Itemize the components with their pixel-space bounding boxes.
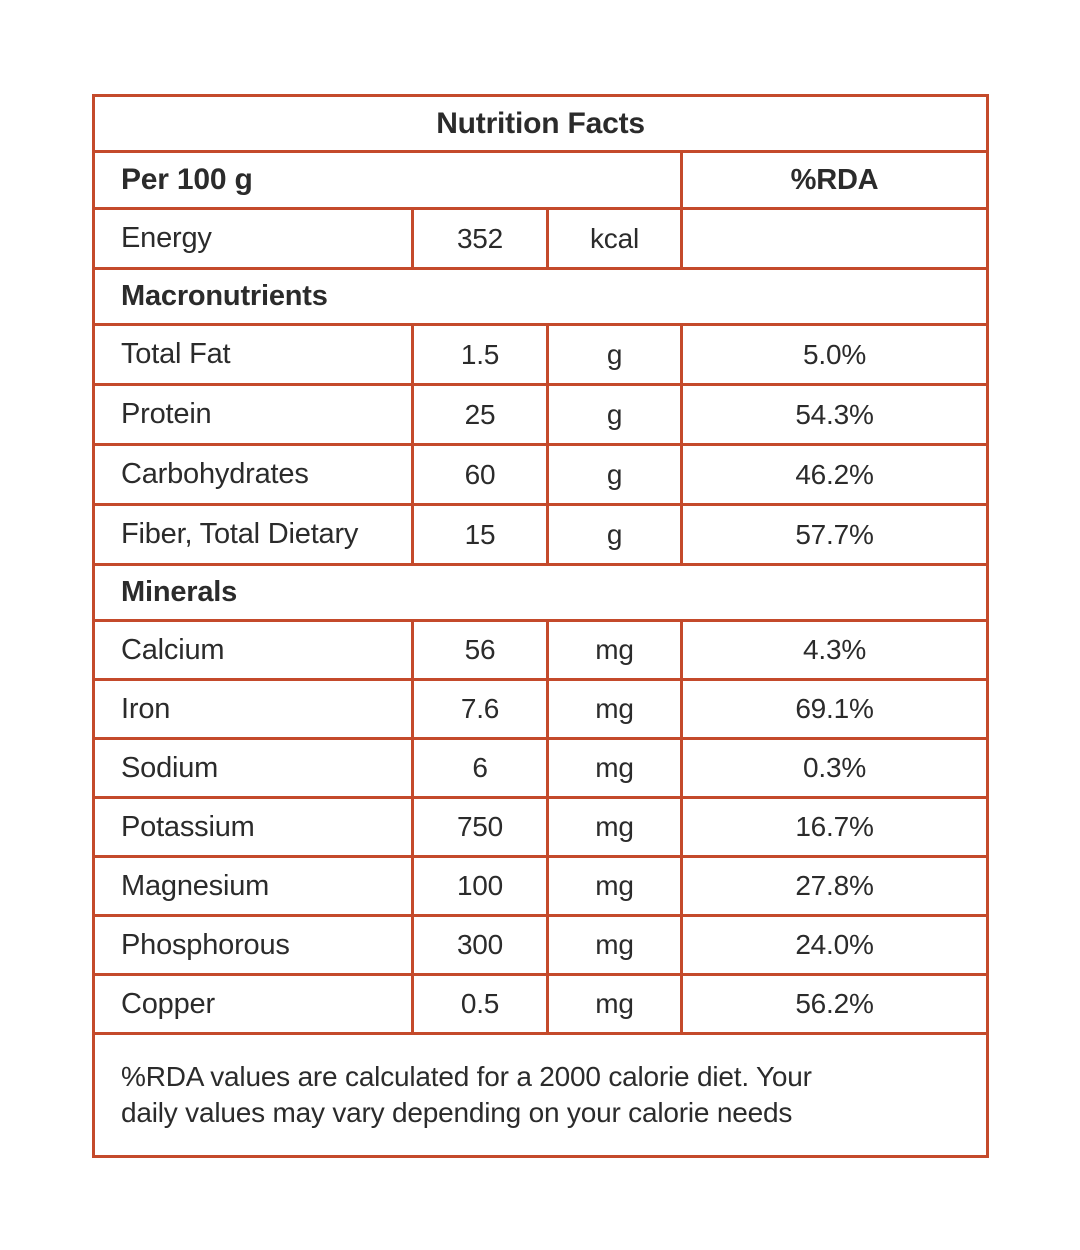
nutrient-name: Carbohydrates bbox=[92, 443, 414, 506]
nutrient-rda: 0.3% bbox=[679, 737, 990, 799]
nutrient-name: Phosphorous bbox=[92, 914, 414, 976]
nutrient-name: Copper bbox=[92, 973, 414, 1035]
title-row: Nutrition Facts bbox=[91, 94, 990, 153]
nutrient-name: Potassium bbox=[92, 796, 414, 858]
nutrient-value: 60 bbox=[411, 443, 549, 506]
row-fiber: Fiber, Total Dietary 15 g 57.7% bbox=[92, 503, 990, 566]
nutrient-value: 56 bbox=[411, 619, 549, 681]
nutrient-rda: 56.2% bbox=[679, 973, 990, 1035]
nutrient-value: 7.6 bbox=[411, 678, 549, 740]
footnote-row: %RDA values are calculated for a 2000 ca… bbox=[91, 1032, 990, 1158]
row-carbohydrates: Carbohydrates 60 g 46.2% bbox=[92, 443, 990, 506]
section-label: Macronutrients bbox=[91, 267, 990, 326]
nutrient-rda: 69.1% bbox=[679, 678, 990, 740]
rda-header: %RDA bbox=[679, 150, 990, 210]
nutrient-value: 300 bbox=[411, 914, 549, 976]
row-potassium: Potassium 750 mg 16.7% bbox=[92, 796, 990, 858]
section-header-macronutrients: Macronutrients bbox=[91, 267, 990, 326]
nutrient-value: 25 bbox=[411, 383, 549, 446]
row-sodium: Sodium 6 mg 0.3% bbox=[92, 737, 990, 799]
row-magnesium: Magnesium 100 mg 27.8% bbox=[92, 855, 990, 917]
nutrient-value: 15 bbox=[411, 503, 549, 566]
row-iron: Iron 7.6 mg 69.1% bbox=[92, 678, 990, 740]
nutrient-rda: 5.0% bbox=[679, 323, 990, 386]
nutrient-unit: kcal bbox=[546, 207, 683, 270]
nutrient-rda: 54.3% bbox=[679, 383, 990, 446]
table-title: Nutrition Facts bbox=[91, 94, 990, 153]
nutrient-value: 100 bbox=[411, 855, 549, 917]
row-calcium: Calcium 56 mg 4.3% bbox=[92, 619, 990, 681]
row-total-fat: Total Fat 1.5 g 5.0% bbox=[92, 323, 990, 386]
nutrient-name: Magnesium bbox=[92, 855, 414, 917]
nutrient-unit: mg bbox=[546, 855, 683, 917]
nutrient-value: 1.5 bbox=[411, 323, 549, 386]
nutrient-rda bbox=[679, 207, 990, 270]
nutrient-name: Total Fat bbox=[92, 323, 414, 386]
nutrient-rda: 57.7% bbox=[679, 503, 990, 566]
nutrient-unit: g bbox=[546, 443, 683, 506]
nutrient-name: Energy bbox=[92, 207, 414, 270]
rda-footnote: %RDA values are calculated for a 2000 ca… bbox=[91, 1032, 990, 1158]
nutrient-rda: 16.7% bbox=[679, 796, 990, 858]
section-header-minerals: Minerals bbox=[91, 563, 990, 622]
nutrition-facts-table: Nutrition Facts Per 100 g %RDA Energy 35… bbox=[91, 94, 990, 1158]
nutrient-unit: mg bbox=[546, 737, 683, 799]
rda-footnote-line2: daily values may vary depending on your … bbox=[121, 1097, 793, 1128]
nutrient-unit: g bbox=[546, 323, 683, 386]
rda-footnote-line1: %RDA values are calculated for a 2000 ca… bbox=[121, 1061, 812, 1092]
per-100g-header: Per 100 g bbox=[92, 150, 683, 210]
nutrient-rda: 27.8% bbox=[679, 855, 990, 917]
nutrient-rda: 4.3% bbox=[679, 619, 990, 681]
nutrient-name: Protein bbox=[92, 383, 414, 446]
nutrient-value: 750 bbox=[411, 796, 549, 858]
nutrient-value: 0.5 bbox=[411, 973, 549, 1035]
nutrient-name: Sodium bbox=[92, 737, 414, 799]
nutrient-value: 6 bbox=[411, 737, 549, 799]
nutrient-name: Iron bbox=[92, 678, 414, 740]
row-protein: Protein 25 g 54.3% bbox=[92, 383, 990, 446]
row-energy: Energy 352 kcal bbox=[92, 207, 990, 270]
nutrient-rda: 46.2% bbox=[679, 443, 990, 506]
row-phosphorous: Phosphorous 300 mg 24.0% bbox=[92, 914, 990, 976]
row-copper: Copper 0.5 mg 56.2% bbox=[92, 973, 990, 1035]
nutrient-unit: mg bbox=[546, 619, 683, 681]
column-header-row: Per 100 g %RDA bbox=[92, 150, 990, 210]
nutrient-unit: g bbox=[546, 383, 683, 446]
section-label: Minerals bbox=[91, 563, 990, 622]
nutrient-name: Fiber, Total Dietary bbox=[92, 503, 414, 566]
nutrient-unit: mg bbox=[546, 914, 683, 976]
nutrient-name: Calcium bbox=[92, 619, 414, 681]
nutrient-unit: g bbox=[546, 503, 683, 566]
nutrient-unit: mg bbox=[546, 796, 683, 858]
nutrient-unit: mg bbox=[546, 973, 683, 1035]
nutrient-unit: mg bbox=[546, 678, 683, 740]
nutrient-value: 352 bbox=[411, 207, 549, 270]
nutrient-rda: 24.0% bbox=[679, 914, 990, 976]
